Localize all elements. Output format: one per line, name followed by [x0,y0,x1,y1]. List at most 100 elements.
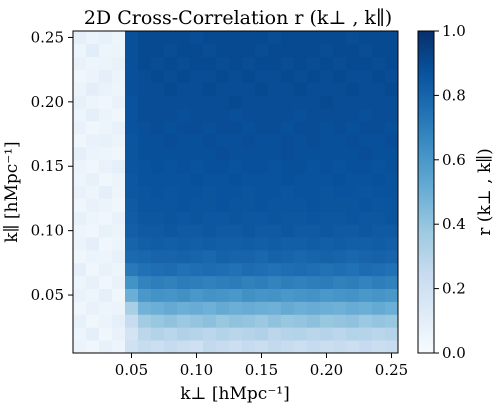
heatmap-cell [281,301,295,315]
heatmap-cell [112,198,126,212]
heatmap-cell [268,198,282,212]
heatmap-cell [268,146,282,161]
heatmap-cell [125,95,139,109]
heatmap-cell [385,249,399,264]
heatmap-cell [73,237,87,251]
heatmap-cell [255,108,269,122]
heatmap-cell [151,56,165,71]
heatmap-cell [307,134,321,148]
heatmap-cell [346,159,360,174]
heatmap-cell [359,301,373,315]
heatmap-cell [268,31,282,45]
heatmap-cell [242,95,256,109]
heatmap-cell [294,121,308,135]
heatmap-cell [138,262,152,277]
heatmap-cell [216,172,230,186]
heatmap-cell [86,43,100,58]
heatmap-cell [294,224,308,238]
heatmap-cell [229,31,243,45]
heatmap-cell [294,172,308,186]
heatmap-cell [112,224,126,238]
heatmap-cell [99,288,113,302]
heatmap-cell [125,43,139,58]
heatmap-cell [151,275,165,289]
heatmap-cell [229,172,243,186]
heatmap-cell [203,108,217,122]
heatmap-cell [294,340,308,354]
heatmap-cell [320,159,334,174]
heatmap-cell [359,198,373,212]
heatmap-cell [255,121,269,135]
heatmap-cell [268,95,282,109]
heatmap-cell [281,211,295,225]
heatmap-cell [385,327,399,341]
heatmap-cell [125,146,139,161]
heatmap-cell [151,69,165,83]
heatmap-cell [164,82,178,96]
heatmap-cell [190,198,204,212]
heatmap-cell [99,69,113,83]
heatmap-cell [86,185,100,199]
heatmap-cell [255,31,269,45]
heatmap-cell [73,31,87,45]
heatmap-cell [203,314,217,328]
heatmap-cell [268,211,282,225]
heatmap-cell [307,121,321,135]
heatmap-cell [307,108,321,122]
heatmap-cell [86,134,100,148]
heatmap-cell [268,224,282,238]
heatmap-cell [281,249,295,264]
heatmap-cell [229,185,243,199]
heatmap-cell [177,314,191,328]
heatmap-cell [307,275,321,289]
heatmap-cell [138,43,152,58]
heatmap-cell [203,82,217,96]
heatmap-cell [99,43,113,58]
heatmap-cell [86,327,100,341]
heatmap-cell [203,262,217,277]
heatmap-cell [320,108,334,122]
heatmap-cell [320,288,334,302]
heatmap-cell [164,95,178,109]
heatmap-cell [190,172,204,186]
heatmap-cell [320,249,334,264]
heatmap-cell [73,172,87,186]
heatmap-cell [359,146,373,161]
heatmap-cell [112,262,126,277]
heatmap-cell [294,185,308,199]
heatmap-cell [333,288,347,302]
y-tick-label: 0.10 [31,222,64,240]
heatmap-cell [372,31,386,45]
heatmap-cell [203,134,217,148]
heatmap-cell [294,288,308,302]
heatmap-cell [86,237,100,251]
heatmap-cell [255,275,269,289]
heatmap-cell [86,301,100,315]
heatmap-cell [333,314,347,328]
heatmap-cell [268,56,282,71]
heatmap-cell [216,108,230,122]
heatmap-cell [372,95,386,109]
heatmap-cell [125,108,139,122]
heatmap-cell [86,56,100,71]
heatmap-cell [372,275,386,289]
heatmap-cell [164,69,178,83]
heatmap-cell [346,262,360,277]
heatmap-cell [346,134,360,148]
heatmap-cell [333,262,347,277]
heatmap-cell [125,69,139,83]
heatmap-cell [346,95,360,109]
heatmap-cell [385,159,399,174]
heatmap-cell [164,314,178,328]
heatmap-cell [177,224,191,238]
heatmap-cell [177,121,191,135]
heatmap-cell [73,56,87,71]
heatmap-cell [151,198,165,212]
heatmap-cell [229,95,243,109]
heatmap-cell [333,121,347,135]
heatmap-cell [385,211,399,225]
heatmap-cell [255,82,269,96]
heatmap-cell [346,211,360,225]
heatmap-cell [294,249,308,264]
heatmap-cell [385,31,399,45]
